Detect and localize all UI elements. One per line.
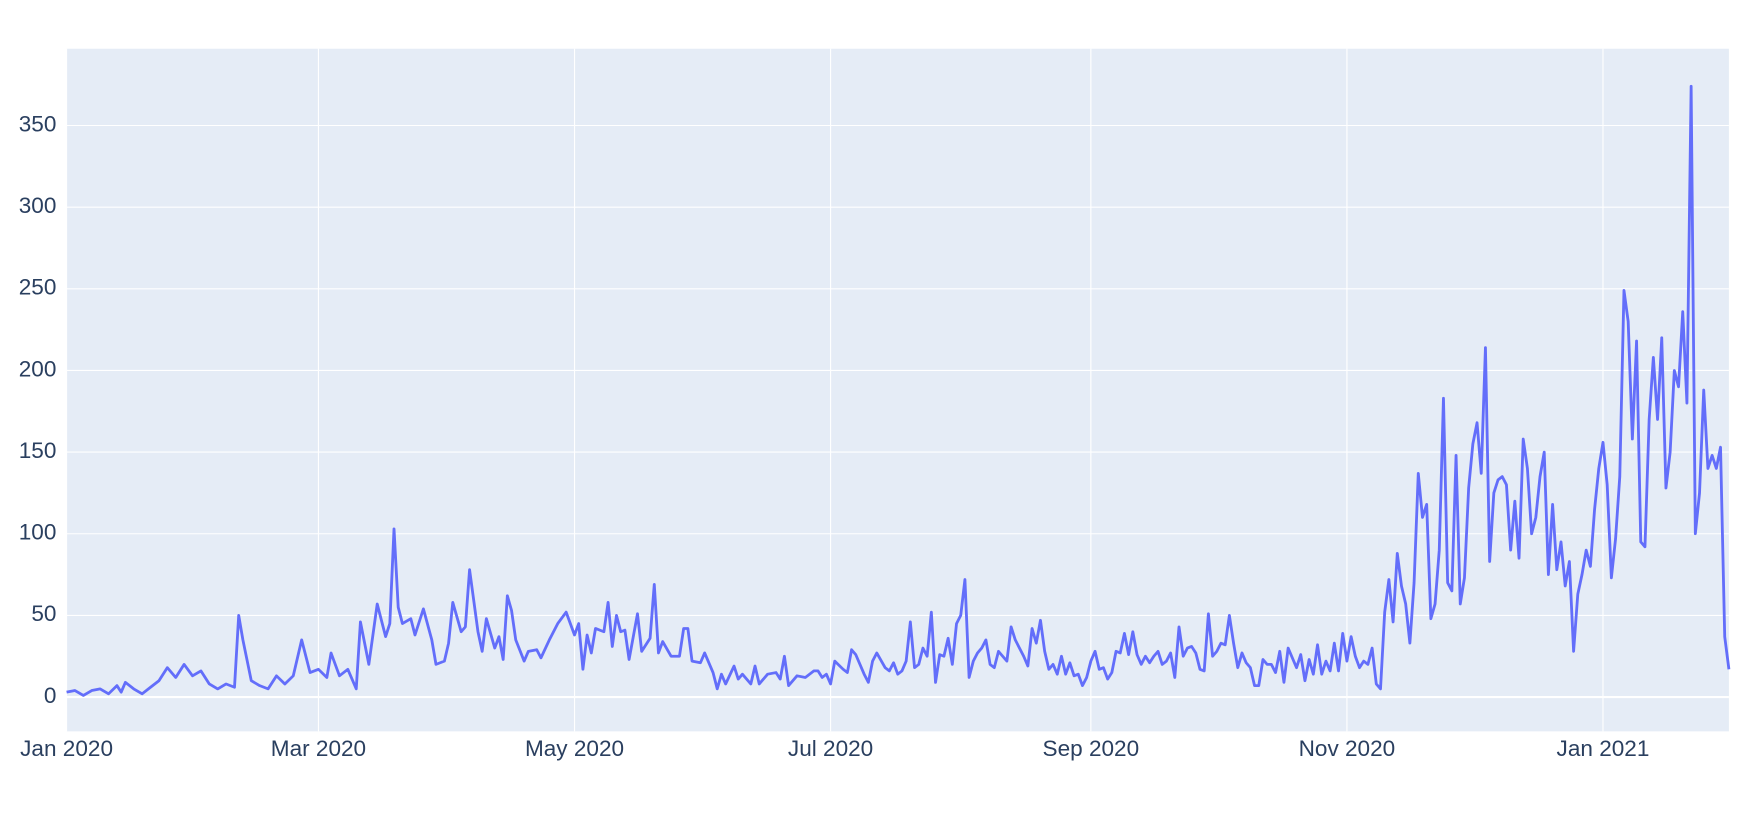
x-tick-label: Jul 2020 [788,736,873,761]
data-line [66,84,1731,697]
x-tick-label: Jan 2021 [1557,736,1650,761]
x-tick-label: May 2020 [525,736,624,761]
x-tick-label: Sep 2020 [1043,736,1140,761]
y-tick-label: 100 [19,520,57,545]
plot-area [66,48,1729,732]
y-tick-label: 250 [19,275,57,300]
y-tick-label: 50 [31,601,56,626]
y-tick-label: 350 [19,112,57,137]
y-tick-label: 200 [19,356,57,381]
y-tick-label: 300 [19,193,57,218]
x-tick-label: Jan 2020 [20,736,113,761]
y-tick-label: 0 [44,683,57,708]
y-tick-label: 150 [19,438,57,463]
x-tick-label: Mar 2020 [271,736,366,761]
x-tick-label: Nov 2020 [1299,736,1396,761]
